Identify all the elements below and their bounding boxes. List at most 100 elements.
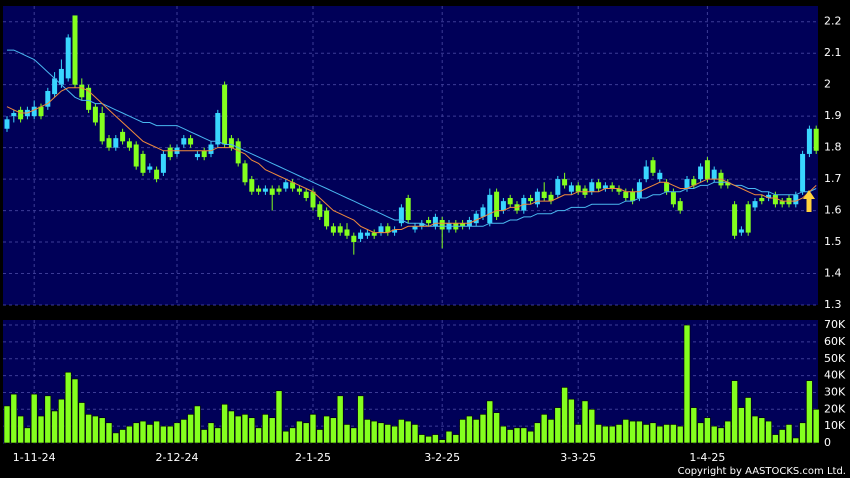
candle-body: [643, 166, 649, 180]
candle-body: [378, 226, 384, 233]
volume-bar: [85, 414, 92, 444]
candle-body: [426, 220, 432, 224]
y-tick-label: 1.7: [824, 172, 842, 185]
candle-body: [181, 138, 187, 145]
candle-body: [283, 182, 289, 189]
volume-bar: [595, 424, 602, 444]
candle-body: [507, 197, 513, 205]
candle-body: [385, 226, 391, 233]
candle-body: [745, 204, 751, 233]
volume-bar: [540, 414, 548, 444]
candle-body: [534, 191, 540, 205]
volume-bar: [275, 390, 283, 444]
volume-bar: [547, 419, 555, 444]
candle-body: [555, 179, 561, 195]
volume-bar: [438, 439, 446, 444]
candle-body: [670, 191, 676, 205]
volume-bar: [772, 434, 779, 444]
volume-bar: [425, 435, 432, 444]
volume-bar: [241, 414, 249, 444]
y-tick-label: 70K: [824, 318, 846, 331]
candle-body: [657, 172, 663, 180]
y-tick-label: 1.5: [824, 235, 842, 248]
candle-body: [262, 188, 268, 192]
candle-body: [222, 84, 228, 145]
volume-bar: [119, 429, 126, 444]
volume-bar: [391, 425, 398, 444]
candle-body: [188, 138, 194, 145]
volume-bar: [622, 419, 630, 444]
volume-bar: [17, 415, 24, 444]
volume-bar: [697, 422, 704, 444]
volume-bar: [649, 422, 657, 444]
volume-bar: [296, 420, 303, 444]
volume-bar: [479, 414, 487, 444]
volume-bar: [642, 424, 650, 444]
moving-average-line: [6, 87, 817, 234]
volume-bar: [228, 410, 235, 444]
volume-bar: [683, 324, 691, 444]
candle-body: [650, 160, 656, 173]
candle-body: [337, 226, 343, 233]
candle-body: [432, 216, 438, 227]
volume-bar: [799, 422, 806, 444]
volume-bar: [255, 427, 262, 444]
x-tick-label: 2-12-24: [156, 451, 199, 464]
volume-bar: [153, 420, 160, 444]
volume-bar: [629, 420, 636, 444]
volume-bar: [806, 380, 813, 444]
volume-bar: [520, 427, 528, 444]
candle-body: [120, 131, 126, 142]
candle-body: [691, 179, 697, 186]
y-tick-label: 2: [824, 78, 831, 91]
candle-body: [242, 163, 248, 183]
volume-bar: [282, 430, 290, 444]
candle-body: [45, 90, 51, 107]
volume-bar: [398, 419, 405, 444]
candle-body: [698, 166, 704, 180]
candle-body: [106, 138, 112, 148]
candle-body: [589, 182, 595, 192]
volume-bar: [812, 409, 820, 444]
y-tick-label: 1.3: [824, 298, 842, 311]
volume-bar: [663, 424, 670, 444]
candle-body: [290, 182, 296, 189]
candle-body: [766, 194, 772, 198]
candle-body: [392, 229, 398, 233]
x-tick-label: 3-3-25: [560, 451, 596, 464]
candle-body: [806, 128, 812, 154]
candle-body: [813, 128, 819, 151]
candle-body: [11, 113, 17, 117]
candle-body: [65, 37, 71, 79]
volume-bar: [704, 417, 711, 444]
candle-body: [58, 68, 64, 85]
candle-body: [596, 182, 602, 189]
volume-bar: [173, 422, 181, 444]
candle-body: [201, 150, 207, 158]
volume-bar: [466, 415, 473, 444]
volume-bar: [234, 415, 242, 444]
volume-bar: [534, 422, 541, 444]
volume-bar: [3, 405, 11, 444]
volume-bar: [506, 429, 514, 444]
candle-body: [636, 182, 642, 198]
candle-body: [630, 191, 636, 202]
volume-bar: [112, 432, 120, 444]
candle-body: [113, 138, 119, 148]
candle-body: [364, 232, 370, 236]
signal-arrow: [803, 190, 815, 212]
y-tick-label: 60K: [824, 335, 846, 348]
candle-body: [738, 229, 744, 233]
volume-bar: [445, 430, 453, 444]
candle-body: [310, 191, 316, 208]
candle-body: [92, 106, 98, 123]
volume-bar: [561, 387, 568, 444]
candle-body: [256, 188, 262, 192]
volume-bar: [330, 417, 337, 444]
candle-body: [99, 113, 105, 142]
volume-bar: [765, 420, 772, 444]
candle-body: [562, 179, 568, 186]
candle-body: [412, 226, 418, 230]
volume-bar: [744, 397, 752, 444]
